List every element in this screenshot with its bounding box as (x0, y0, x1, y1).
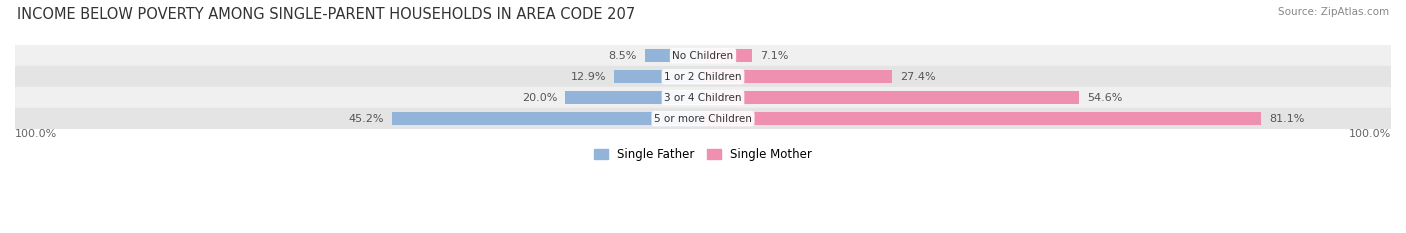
Bar (565, 91, 703, 104)
Bar (15, 66, 1391, 87)
Text: 1 or 2 Children: 1 or 2 Children (664, 72, 742, 82)
Text: 81.1%: 81.1% (1270, 114, 1305, 124)
Text: No Children: No Children (672, 51, 734, 61)
Bar (392, 112, 703, 125)
Bar (703, 112, 1261, 125)
Legend: Single Father, Single Mother: Single Father, Single Mother (593, 148, 813, 161)
Text: 12.9%: 12.9% (571, 72, 606, 82)
Text: 27.4%: 27.4% (900, 72, 935, 82)
Bar (614, 70, 703, 83)
Bar (703, 91, 1078, 104)
Bar (644, 49, 703, 62)
Text: 3 or 4 Children: 3 or 4 Children (664, 93, 742, 103)
Bar (703, 49, 752, 62)
Text: 8.5%: 8.5% (607, 51, 637, 61)
Text: 100.0%: 100.0% (1348, 129, 1391, 139)
Bar (703, 70, 891, 83)
Text: 20.0%: 20.0% (522, 93, 557, 103)
Text: 7.1%: 7.1% (761, 51, 789, 61)
Bar (15, 45, 1391, 66)
Bar (15, 108, 1391, 129)
Text: INCOME BELOW POVERTY AMONG SINGLE-PARENT HOUSEHOLDS IN AREA CODE 207: INCOME BELOW POVERTY AMONG SINGLE-PARENT… (17, 7, 636, 22)
Text: 100.0%: 100.0% (15, 129, 58, 139)
Bar (15, 87, 1391, 108)
Text: 45.2%: 45.2% (349, 114, 384, 124)
Text: Source: ZipAtlas.com: Source: ZipAtlas.com (1278, 7, 1389, 17)
Text: 54.6%: 54.6% (1087, 93, 1122, 103)
Text: 5 or more Children: 5 or more Children (654, 114, 752, 124)
